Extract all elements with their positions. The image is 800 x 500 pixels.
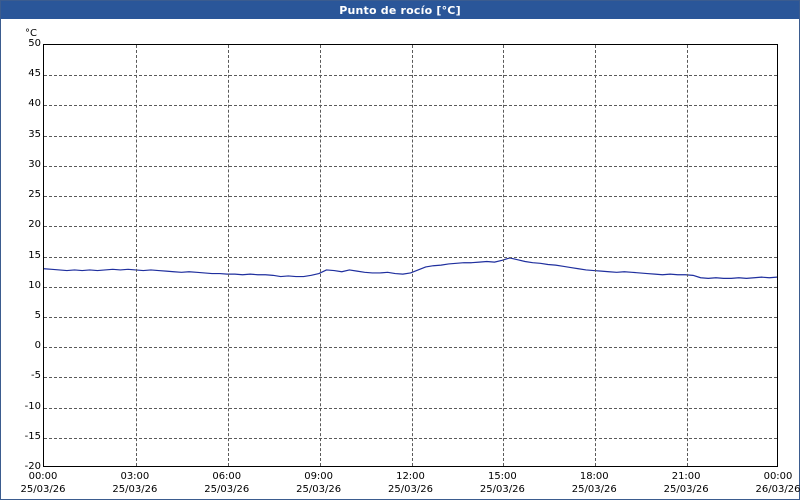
gridline-horizontal: [44, 316, 777, 318]
x-tick-time: 15:00: [487, 471, 517, 482]
gridline-horizontal: [44, 437, 777, 439]
gridline-horizontal: [44, 226, 777, 228]
gridline-vertical: [687, 45, 689, 466]
y-axis-labels: 50 45 40 35 30 25 20 15 10 5 0 -5 -10 -15 -20: [1, 39, 41, 472]
plot-area: [43, 44, 778, 467]
x-tick-date: 25/03/26: [204, 484, 250, 495]
x-axis-tick-label: 18:00 25/03/26: [554, 470, 634, 496]
x-axis-tick-label: 15:00 25/03/26: [462, 470, 542, 496]
y-axis-tick-label: 45: [28, 68, 41, 80]
gridline-horizontal: [44, 196, 777, 198]
y-axis-tick-label: 0: [34, 340, 41, 352]
y-axis-unit-label: °C: [25, 28, 37, 39]
gridline-horizontal: [44, 75, 777, 77]
x-tick-date: 25/03/26: [388, 484, 433, 495]
series-line-dew-point: [44, 257, 777, 279]
y-axis-tick-label: 35: [28, 128, 41, 140]
gridline-horizontal: [44, 407, 777, 409]
x-tick-date: 25/03/26: [571, 484, 617, 495]
gridline-vertical: [411, 45, 413, 466]
x-tick-time: 09:00: [304, 471, 334, 482]
x-tick-date: 25/03/26: [479, 484, 525, 495]
gridline-vertical: [503, 45, 505, 466]
x-tick-time: 18:00: [579, 471, 609, 482]
x-tick-time: 21:00: [671, 471, 701, 482]
x-axis-tick-label: 03:00 25/03/26: [95, 470, 175, 496]
x-axis-tick-label: 00:00 26/03/26: [738, 470, 800, 496]
x-axis-tick-label: 21:00 25/03/26: [646, 470, 726, 496]
x-tick-date: 26/03/26: [755, 484, 800, 495]
y-axis-tick-label: 25: [28, 189, 41, 201]
x-axis-labels: 00:00 25/03/26 03:00 25/03/26 06:00 25/03/26 0…: [21, 470, 800, 498]
y-axis-tick-label: -15: [24, 430, 41, 442]
x-tick-time: 03:00: [120, 471, 150, 482]
x-tick-date: 25/03/26: [296, 484, 342, 495]
y-axis-tick-label: 5: [34, 309, 41, 321]
gridline-horizontal: [44, 377, 777, 379]
gridline-horizontal: [44, 135, 777, 137]
x-tick-time: 00:00: [763, 471, 793, 482]
x-tick-time: 12:00: [396, 471, 425, 482]
y-axis-tick-label: -5: [31, 370, 41, 382]
y-axis-tick-label: 50: [28, 38, 41, 49]
gridline-vertical: [595, 45, 597, 466]
gridline-vertical: [319, 45, 321, 466]
chart-canvas: °C 50 45 40 35 30 25 20 15 10 5 0 -5 -10 -15 -20 00:00…: [1, 20, 800, 499]
y-axis-tick-label: 10: [28, 279, 41, 291]
window-titlebar: Punto de rocío [°C]: [1, 1, 799, 19]
x-tick-time: 00:00: [28, 471, 58, 482]
gridline-vertical: [227, 45, 229, 466]
x-tick-date: 25/03/26: [112, 484, 158, 495]
x-axis-tick-label: 12:00 25/03/26: [371, 470, 451, 496]
window-title: Punto de rocío [°C]: [339, 3, 461, 17]
x-tick-date: 25/03/26: [663, 484, 709, 495]
y-axis-tick-label: 40: [28, 98, 41, 110]
y-axis-tick-label: 30: [28, 158, 41, 170]
x-axis-tick-label: 00:00 25/03/26: [3, 470, 83, 496]
x-axis-tick-label: 09:00 25/03/26: [279, 470, 359, 496]
gridline-horizontal: [44, 165, 777, 167]
gridline-horizontal: [44, 286, 777, 288]
y-axis-tick-label: -10: [24, 400, 41, 412]
y-axis-tick-label: -20: [24, 461, 41, 472]
gridline-vertical: [135, 45, 137, 466]
y-axis-tick-label: 15: [28, 249, 41, 261]
gridline-horizontal: [44, 105, 777, 107]
gridline-horizontal: [44, 256, 777, 258]
gridline-horizontal: [44, 347, 777, 349]
y-axis-tick-label: 20: [28, 219, 41, 231]
x-axis-tick-label: 06:00 25/03/26: [187, 470, 267, 496]
x-tick-date: 25/03/26: [20, 484, 66, 495]
x-tick-time: 06:00: [212, 471, 242, 482]
